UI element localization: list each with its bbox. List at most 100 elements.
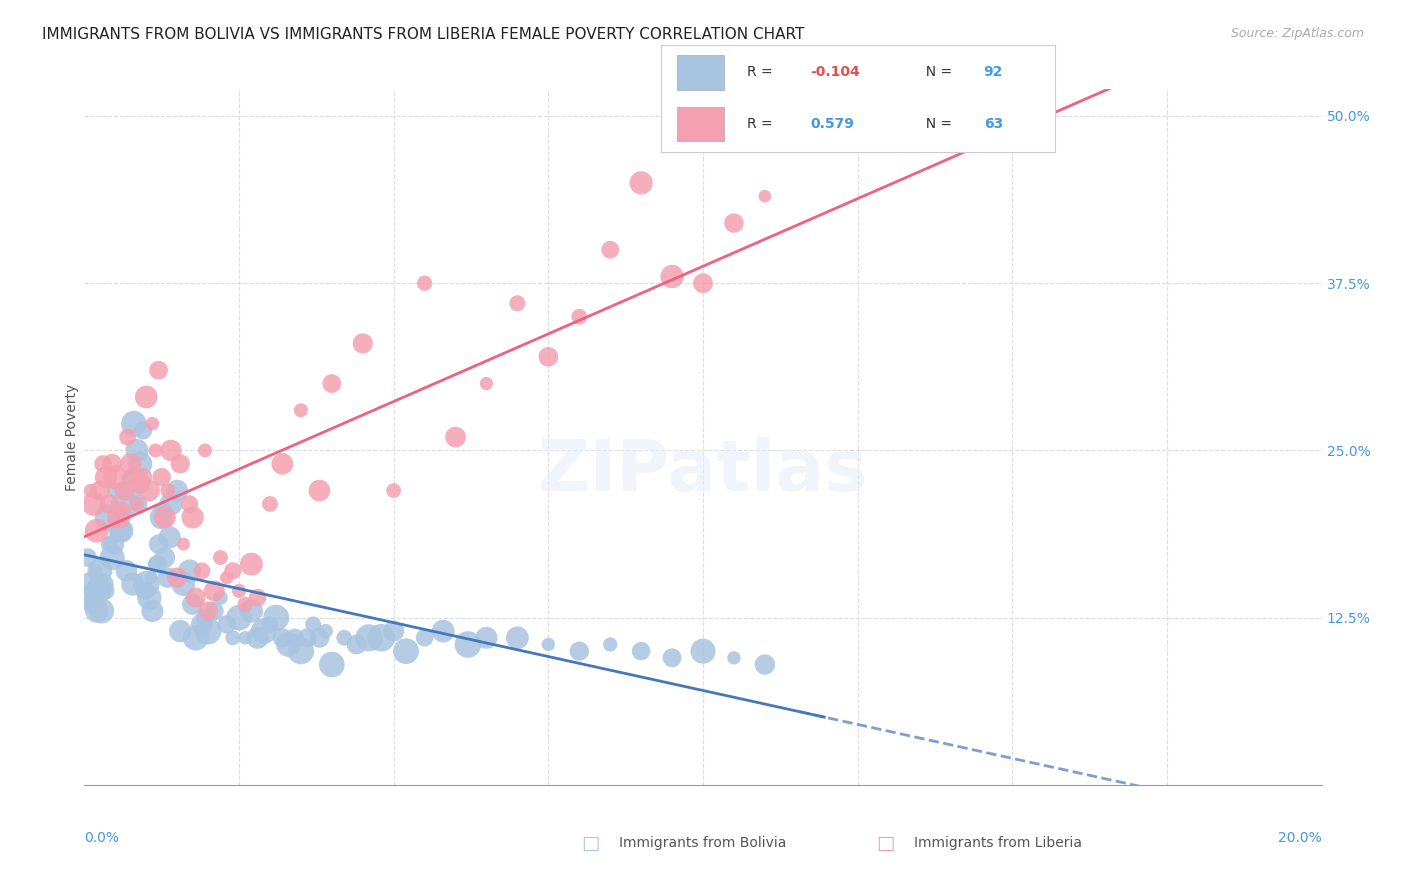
Point [169, 457, 191, 471]
Point [723, 216, 745, 230]
Point [80, 598, 103, 612]
Point [181, 510, 204, 524]
Point [145, 557, 167, 571]
Point [166, 483, 188, 498]
Point [141, 571, 163, 585]
Text: 0.0%: 0.0% [84, 831, 120, 846]
Point [122, 417, 145, 431]
Point [117, 430, 139, 444]
FancyBboxPatch shape [676, 55, 724, 89]
Point [134, 583, 156, 598]
Point [135, 390, 157, 404]
Point [395, 644, 418, 658]
Point [308, 483, 330, 498]
Point [166, 571, 188, 585]
Y-axis label: Female Poverty: Female Poverty [65, 384, 79, 491]
Point [321, 657, 343, 672]
Point [160, 443, 183, 458]
Point [692, 644, 714, 658]
Point [284, 631, 307, 645]
Point [97, 510, 120, 524]
Point [104, 470, 127, 484]
Point [148, 363, 170, 377]
Point [630, 176, 652, 190]
Point [94, 583, 117, 598]
Point [271, 631, 294, 645]
Point [76, 550, 98, 565]
Point [661, 651, 683, 665]
Point [457, 637, 479, 651]
Point [91, 457, 114, 471]
Point [135, 577, 157, 591]
Point [506, 296, 529, 310]
Point [290, 403, 312, 417]
Point [132, 470, 155, 484]
Point [141, 417, 163, 431]
Point [228, 583, 250, 598]
Point [413, 631, 436, 645]
Point [233, 598, 256, 612]
Point [110, 524, 132, 538]
Point [84, 564, 107, 578]
Point [209, 550, 232, 565]
Point [150, 470, 173, 484]
Point [271, 457, 294, 471]
Point [86, 604, 108, 618]
Point [295, 631, 318, 645]
Point [83, 497, 105, 511]
Point [132, 424, 155, 438]
Point [302, 617, 325, 632]
Point [101, 550, 124, 565]
Text: Source: ZipAtlas.com: Source: ZipAtlas.com [1230, 27, 1364, 40]
Point [128, 497, 150, 511]
Text: N =: N = [917, 65, 956, 79]
Point [233, 631, 256, 645]
Point [172, 577, 194, 591]
Text: Immigrants from Liberia: Immigrants from Liberia [914, 836, 1081, 850]
Point [321, 376, 343, 391]
Point [114, 483, 136, 498]
Point [290, 644, 312, 658]
Point [357, 631, 380, 645]
Point [110, 503, 132, 517]
Text: IMMIGRANTS FROM BOLIVIA VS IMMIGRANTS FROM LIBERIA FEMALE POVERTY CORRELATION CH: IMMIGRANTS FROM BOLIVIA VS IMMIGRANTS FR… [42, 27, 804, 42]
Point [141, 604, 163, 618]
Point [240, 557, 263, 571]
Point [98, 497, 121, 511]
Point [107, 510, 129, 524]
Point [87, 583, 110, 598]
Text: R =: R = [748, 65, 778, 79]
Text: Immigrants from Bolivia: Immigrants from Bolivia [619, 836, 786, 850]
Text: 63: 63 [984, 117, 1002, 131]
Point [103, 537, 125, 551]
Point [172, 537, 194, 551]
Point [228, 610, 250, 624]
Point [79, 591, 101, 605]
Point [194, 443, 217, 458]
Point [79, 483, 101, 498]
Point [630, 644, 652, 658]
Text: R =: R = [748, 117, 782, 131]
Point [352, 336, 374, 351]
Text: 20.0%: 20.0% [1278, 831, 1322, 846]
Point [568, 310, 591, 324]
Point [723, 651, 745, 665]
Point [475, 631, 498, 645]
Point [150, 510, 173, 524]
Point [209, 591, 232, 605]
Point [121, 577, 143, 591]
Point [169, 624, 191, 639]
Point [599, 243, 621, 257]
Point [125, 497, 148, 511]
Text: □: □ [876, 833, 896, 853]
Point [107, 510, 129, 524]
Point [104, 483, 127, 498]
Point [246, 631, 269, 645]
Point [568, 644, 591, 658]
Point [148, 537, 170, 551]
Text: 92: 92 [984, 65, 1002, 79]
Point [122, 470, 145, 484]
Point [101, 457, 124, 471]
Point [197, 604, 219, 618]
Point [692, 276, 714, 290]
